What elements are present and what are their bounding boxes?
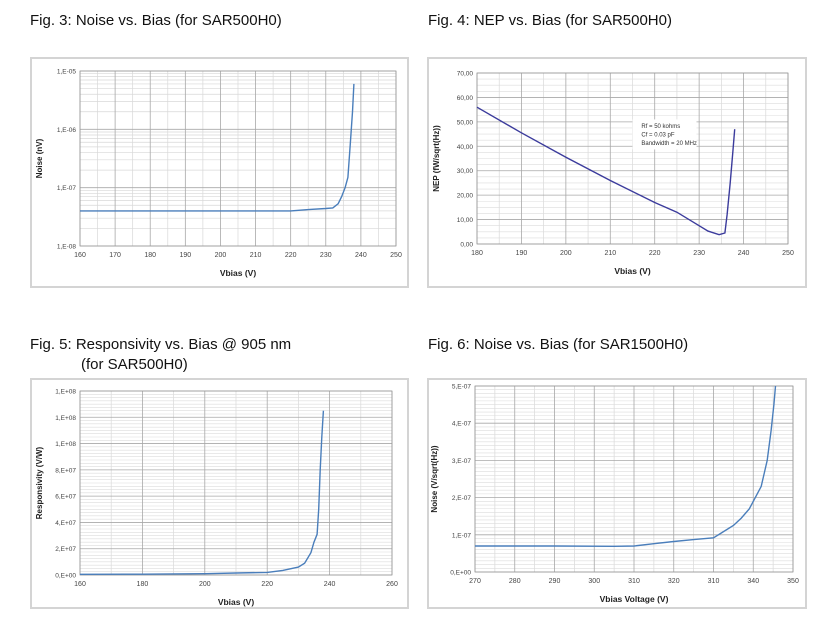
fig4-annotation-box xyxy=(632,119,697,150)
fig6-x-tick-label: 350 xyxy=(787,578,799,585)
fig5-plot-area xyxy=(79,390,393,576)
fig3-y-tick-label: 1,E-05 xyxy=(57,69,77,76)
fig6-title: Fig. 6: Noise vs. Bias (for SAR1500H0) xyxy=(428,336,689,353)
fig3-x-tick-label: 240 xyxy=(355,252,367,259)
fig6-plot-area xyxy=(474,385,794,573)
fig6-y-tick-label: 2,E-07 xyxy=(452,495,472,502)
fig4-x-tick-label: 220 xyxy=(649,250,661,257)
fig5-y-tick-label: 1,E+08 xyxy=(55,441,76,448)
fig4-y-tick-label: 20,00 xyxy=(457,193,474,200)
fig4-x-tick-label: 180 xyxy=(471,250,483,257)
fig3-x-tick-label: 200 xyxy=(215,252,227,259)
fig3-chart-frame xyxy=(30,57,409,288)
fig5-y-tick-label: 0,E+00 xyxy=(55,573,76,580)
fig4-series-line xyxy=(476,106,736,236)
fig5-y-tick-label: 8,E+07 xyxy=(55,467,76,474)
fig5-title: Fig. 5: Responsivity vs. Bias @ 905 nm xyxy=(30,336,292,353)
fig4-annotation-text: Bandwidth = 20 MHz xyxy=(641,141,697,147)
fig6-y-tick-label: 5,E-07 xyxy=(452,384,472,391)
fig5-y-axis-label: Responsivity (V/W) xyxy=(35,446,44,519)
fig4-y-tick-label: 10,00 xyxy=(457,217,474,224)
fig6-y-tick-label: 3,E-07 xyxy=(452,458,472,465)
fig3-x-tick-label: 230 xyxy=(320,252,332,259)
fig4-y-tick-label: 0,00 xyxy=(460,242,473,249)
fig3-series-line xyxy=(80,83,355,212)
fig3-title: Fig. 3: Noise vs. Bias (for SAR500H0) xyxy=(30,12,282,29)
fig4-y-tick-label: 40,00 xyxy=(457,144,474,151)
fig5-x-tick-label: 220 xyxy=(261,581,273,588)
fig5-title-line2: (for SAR500H0) xyxy=(81,356,188,373)
fig6-x-tick-label: 290 xyxy=(549,578,561,585)
fig3-y-tick-label: 1,E-06 xyxy=(57,127,77,134)
fig3-x-axis-label: Vbias (V) xyxy=(220,268,257,278)
fig6-y-tick-label: 1,E-07 xyxy=(452,532,472,539)
fig5-y-tick-label: 1,E+08 xyxy=(55,415,76,422)
fig4-annotation-text: Rf = 50 kohms xyxy=(641,124,680,130)
fig6-y-axis-label: Noise (V/sqrt(Hz)) xyxy=(430,445,439,512)
fig4-x-tick-label: 200 xyxy=(560,250,572,257)
fig5-y-tick-label: 6,E+07 xyxy=(55,494,76,501)
fig6-x-tick-label: 310 xyxy=(628,578,640,585)
fig3-x-tick-label: 250 xyxy=(390,252,402,259)
fig4-x-tick-label: 250 xyxy=(782,250,794,257)
fig6-x-tick-label: 280 xyxy=(509,578,521,585)
fig5-x-axis-label: Vbias (V) xyxy=(218,597,255,607)
fig4-title: Fig. 4: NEP vs. Bias (for SAR500H0) xyxy=(428,12,672,29)
fig4-y-tick-label: 70,00 xyxy=(457,71,474,78)
fig6-x-tick-label: 310 xyxy=(708,578,720,585)
fig3-x-tick-label: 190 xyxy=(179,252,191,259)
fig3-x-tick-label: 160 xyxy=(74,252,86,259)
fig5-y-tick-label: 1,E+08 xyxy=(55,389,76,396)
fig5-x-tick-label: 260 xyxy=(386,581,398,588)
fig5-x-tick-label: 240 xyxy=(324,581,336,588)
fig6-x-tick-label: 320 xyxy=(668,578,680,585)
fig6-series-line xyxy=(475,385,777,548)
fig5-x-tick-label: 180 xyxy=(137,581,149,588)
fig4-y-axis-label: NEP (fW/sqrt(Hz)) xyxy=(432,125,441,192)
fig4-x-tick-label: 240 xyxy=(738,250,750,257)
fig3-y-axis-label: Noise (nV) xyxy=(35,138,44,178)
fig3-x-tick-label: 180 xyxy=(144,252,156,259)
fig3-y-tick-label: 1,E-07 xyxy=(57,185,77,192)
fig4-y-tick-label: 30,00 xyxy=(457,168,474,175)
fig3-x-tick-label: 170 xyxy=(109,252,121,259)
fig5-chart-frame xyxy=(30,378,409,609)
fig4-x-tick-label: 210 xyxy=(604,250,616,257)
fig6-y-tick-label: 4,E-07 xyxy=(452,421,472,428)
fig6-x-tick-label: 270 xyxy=(469,578,481,585)
fig4-x-tick-label: 230 xyxy=(693,250,705,257)
fig3-plot-area xyxy=(79,70,397,247)
fig6-x-tick-label: 340 xyxy=(747,578,759,585)
fig5-x-tick-label: 200 xyxy=(199,581,211,588)
fig4-y-tick-label: 60,00 xyxy=(457,95,474,102)
fig5-series-line xyxy=(79,410,325,575)
fig3-x-tick-label: 210 xyxy=(250,252,262,259)
fig4-plot-area xyxy=(476,72,789,245)
fig3-x-tick-label: 220 xyxy=(285,252,297,259)
fig6-x-tick-label: 300 xyxy=(588,578,600,585)
fig4-annotation-text: Cf = 0.03 pF xyxy=(641,132,675,138)
fig3-y-tick-label: 1,E-08 xyxy=(57,244,77,251)
fig6-x-axis-label: Vbias Voltage (V) xyxy=(600,594,669,604)
fig4-y-tick-label: 50,00 xyxy=(457,119,474,126)
fig5-y-tick-label: 4,E+07 xyxy=(55,520,76,527)
fig6-chart-frame xyxy=(427,378,807,609)
fig5-x-tick-label: 160 xyxy=(74,581,86,588)
fig6-y-tick-label: 0,E+00 xyxy=(450,570,471,577)
fig4-x-tick-label: 190 xyxy=(516,250,528,257)
fig5-y-tick-label: 2,E+07 xyxy=(55,546,76,553)
fig4-x-axis-label: Vbias (V) xyxy=(614,266,651,276)
